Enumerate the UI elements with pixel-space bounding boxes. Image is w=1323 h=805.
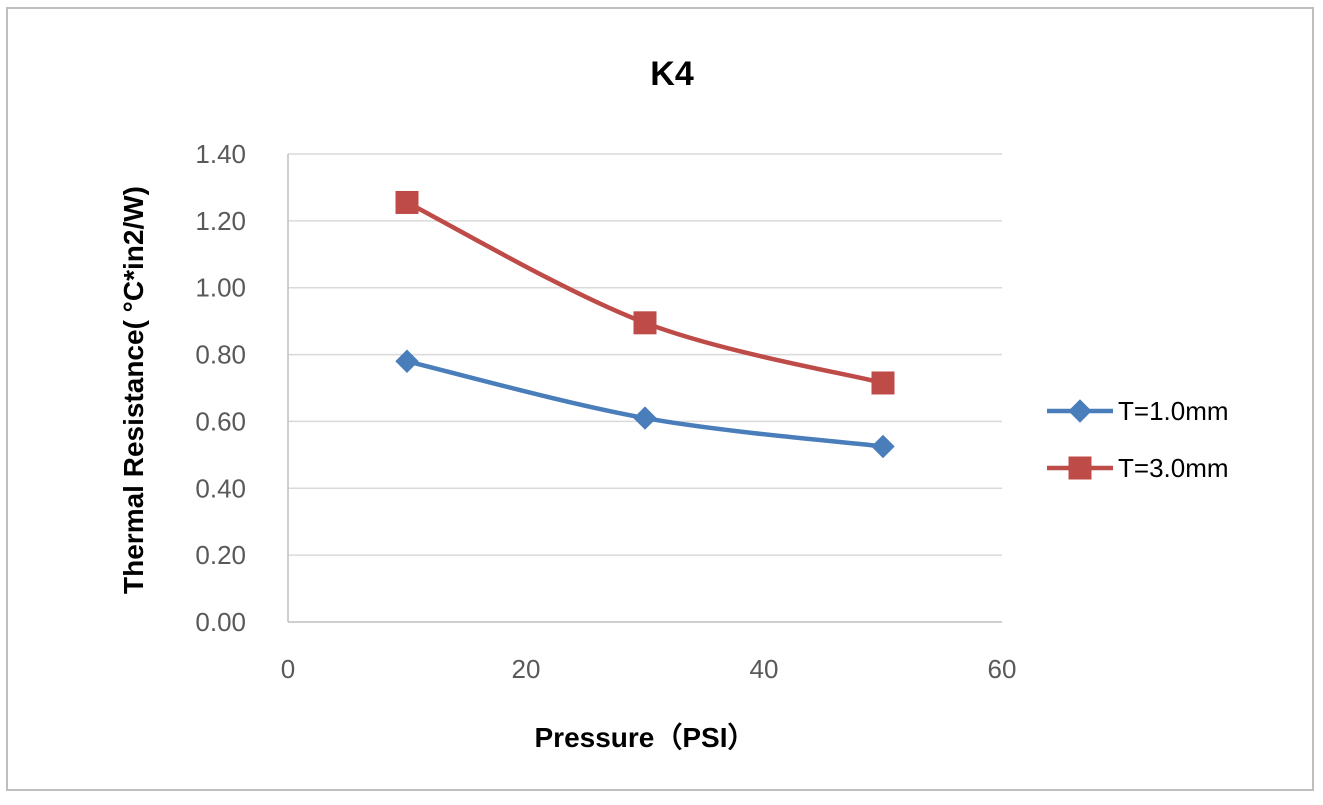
series-group [395,190,895,459]
legend-marker [1068,456,1092,480]
x-tick-label: 0 [281,654,295,684]
y-tick-label: 0.20 [195,540,246,570]
series-1 [395,349,895,459]
x-tick-label: 40 [750,654,779,684]
data-point [633,406,657,430]
y-tick-label: 0.40 [195,473,246,503]
legend-item: T=1.0mm [1047,396,1229,426]
data-point [633,311,657,335]
y-tick-label: 1.20 [195,206,246,236]
y-tick-label: 0.00 [195,607,246,637]
x-axis-title: Pressure（PSI） [535,721,756,753]
gridlines [288,153,1002,556]
data-point [871,434,895,459]
series-2 [395,190,895,395]
x-tick-label: 20 [512,654,541,684]
axes: 0.00 0.20 0.40 0.60 0.80 1.00 1.20 1.40 0 20 40 60 [195,139,1016,684]
legend: T=1.0mm T=3.0mm [1047,396,1229,483]
x-tick-label: 60 [988,654,1017,684]
y-tick-label: 0.80 [195,340,246,370]
y-axis-title: Thermal Resistance( °C*in2/W) [118,186,149,594]
y-tick-label: 1.00 [195,273,246,303]
legend-label: T=3.0mm [1118,453,1229,483]
chart-title: K4 [650,55,694,93]
y-tick-label: 0.60 [195,406,246,436]
y-tick-label: 1.40 [195,139,246,169]
data-point [395,349,419,373]
chart-border [6,7,1314,791]
legend-marker [1068,399,1092,423]
legend-label: T=1.0mm [1118,396,1229,426]
data-point [395,190,419,214]
data-point [871,371,895,395]
legend-item: T=3.0mm [1047,453,1229,483]
